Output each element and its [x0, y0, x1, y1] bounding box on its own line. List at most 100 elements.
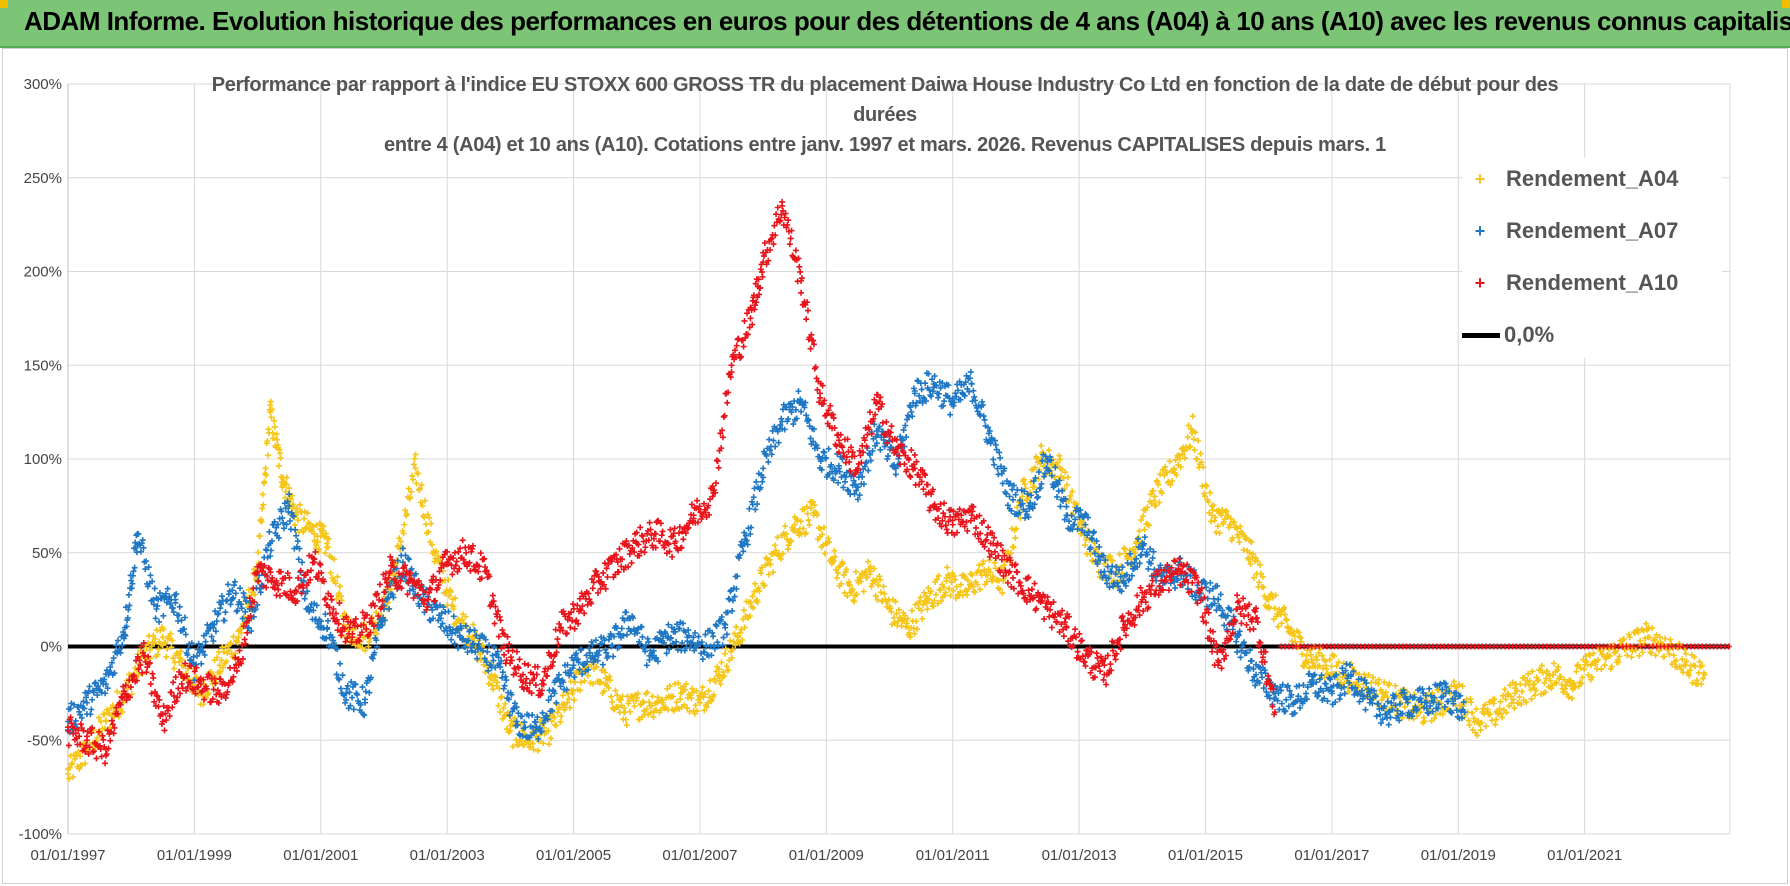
point-rendement_a07 [483, 659, 490, 666]
point-rendement_a04 [1656, 647, 1663, 654]
point-rendement_a04 [962, 587, 969, 594]
point-rendement_a07 [1178, 572, 1185, 579]
point-rendement_a07 [1442, 690, 1449, 697]
point-rendement_a04 [805, 517, 812, 524]
point-rendement_a07 [967, 368, 974, 375]
point-rendement_a10 [187, 679, 194, 686]
point-rendement_a04 [1565, 693, 1572, 700]
point-rendement_a04 [729, 646, 736, 653]
point-rendement_a04 [1035, 475, 1042, 482]
point-rendement_a04 [425, 528, 432, 535]
point-rendement_a07 [709, 629, 716, 636]
point-rendement_a07 [175, 612, 182, 619]
point-rendement_a04 [738, 626, 745, 633]
point-rendement_a04 [314, 538, 321, 545]
point-rendement_a10 [150, 674, 157, 681]
point-rendement_a10 [1097, 668, 1104, 675]
point-rendement_a04 [571, 697, 578, 704]
point-rendement_a10 [657, 538, 664, 545]
point-rendement_a10 [935, 515, 942, 522]
point-rendement_a07 [805, 417, 812, 424]
point-rendement_a07 [679, 620, 686, 627]
point-rendement_a10 [740, 343, 747, 350]
point-rendement_a07 [1113, 563, 1120, 570]
point-rendement_a10 [849, 449, 856, 456]
y-tick-label: 200% [24, 264, 62, 281]
point-rendement_a07 [1303, 696, 1310, 703]
point-rendement_a10 [495, 608, 502, 615]
point-rendement_a07 [1375, 700, 1382, 707]
point-rendement_a04 [1496, 705, 1503, 712]
point-rendement_a07 [529, 712, 536, 719]
point-rendement_a04 [964, 577, 971, 584]
point-rendement_a07 [676, 625, 683, 632]
point-rendement_a10 [566, 614, 573, 621]
point-rendement_a10 [367, 629, 374, 636]
point-rendement_a04 [846, 579, 853, 586]
point-rendement_a04 [1020, 476, 1027, 483]
point-rendement_a07 [1003, 490, 1010, 497]
point-rendement_a04 [1210, 502, 1217, 509]
point-rendement_a07 [1066, 518, 1073, 525]
point-rendement_a07 [275, 534, 282, 541]
point-rendement_a07 [324, 617, 331, 624]
point-rendement_a04 [913, 618, 920, 625]
point-rendement_a04 [605, 684, 612, 691]
point-rendement_a10 [117, 701, 124, 708]
point-rendement_a07 [350, 706, 357, 713]
point-rendement_a04 [1209, 506, 1216, 513]
point-rendement_a07 [1401, 689, 1408, 696]
point-rendement_a10 [346, 624, 353, 631]
point-rendement_a04 [927, 588, 934, 595]
point-rendement_a10 [631, 549, 638, 556]
point-rendement_a04 [712, 678, 719, 685]
point-rendement_a07 [360, 711, 367, 718]
point-rendement_a04 [109, 702, 116, 709]
point-rendement_a10 [98, 753, 105, 760]
point-rendement_a04 [1208, 512, 1215, 519]
point-rendement_a10 [85, 750, 92, 757]
point-rendement_a04 [1644, 634, 1651, 641]
point-rendement_a07 [555, 671, 562, 678]
point-rendement_a07 [616, 643, 623, 650]
point-rendement_a10 [967, 517, 974, 524]
point-rendement_a04 [1652, 652, 1659, 659]
point-rendement_a07 [835, 465, 842, 472]
point-rendement_a07 [1238, 647, 1245, 654]
point-rendement_a04 [1542, 689, 1549, 696]
point-rendement_a10 [964, 527, 971, 534]
point-rendement_a07 [925, 370, 932, 377]
point-rendement_a07 [567, 670, 574, 677]
point-rendement_a10 [600, 569, 607, 576]
point-rendement_a07 [349, 694, 356, 701]
point-rendement_a07 [1333, 671, 1340, 678]
point-rendement_a07 [513, 718, 520, 725]
point-rendement_a07 [119, 642, 126, 649]
point-rendement_a04 [1678, 666, 1685, 673]
point-rendement_a04 [255, 549, 262, 556]
point-rendement_a10 [1004, 579, 1011, 586]
point-rendement_a04 [1315, 649, 1322, 656]
point-rendement_a04 [804, 510, 811, 517]
point-rendement_a10 [797, 268, 804, 275]
point-rendement_a10 [393, 579, 400, 586]
point-rendement_a04 [1535, 676, 1542, 683]
point-rendement_a10 [134, 653, 141, 660]
point-rendement_a07 [1306, 670, 1313, 677]
point-rendement_a07 [1056, 477, 1063, 484]
point-rendement_a07 [225, 591, 232, 598]
point-rendement_a10 [180, 675, 187, 682]
point-rendement_a04 [881, 590, 888, 597]
point-rendement_a07 [1437, 680, 1444, 687]
point-rendement_a07 [1192, 596, 1199, 603]
point-rendement_a04 [1207, 518, 1214, 525]
point-rendement_a10 [750, 292, 757, 299]
point-rendement_a07 [710, 633, 717, 640]
point-rendement_a04 [1375, 676, 1382, 683]
point-rendement_a10 [513, 670, 520, 677]
point-rendement_a04 [784, 546, 791, 553]
point-rendement_a10 [1050, 599, 1057, 606]
point-rendement_a10 [860, 449, 867, 456]
point-rendement_a04 [1170, 465, 1177, 472]
point-rendement_a07 [790, 421, 797, 428]
